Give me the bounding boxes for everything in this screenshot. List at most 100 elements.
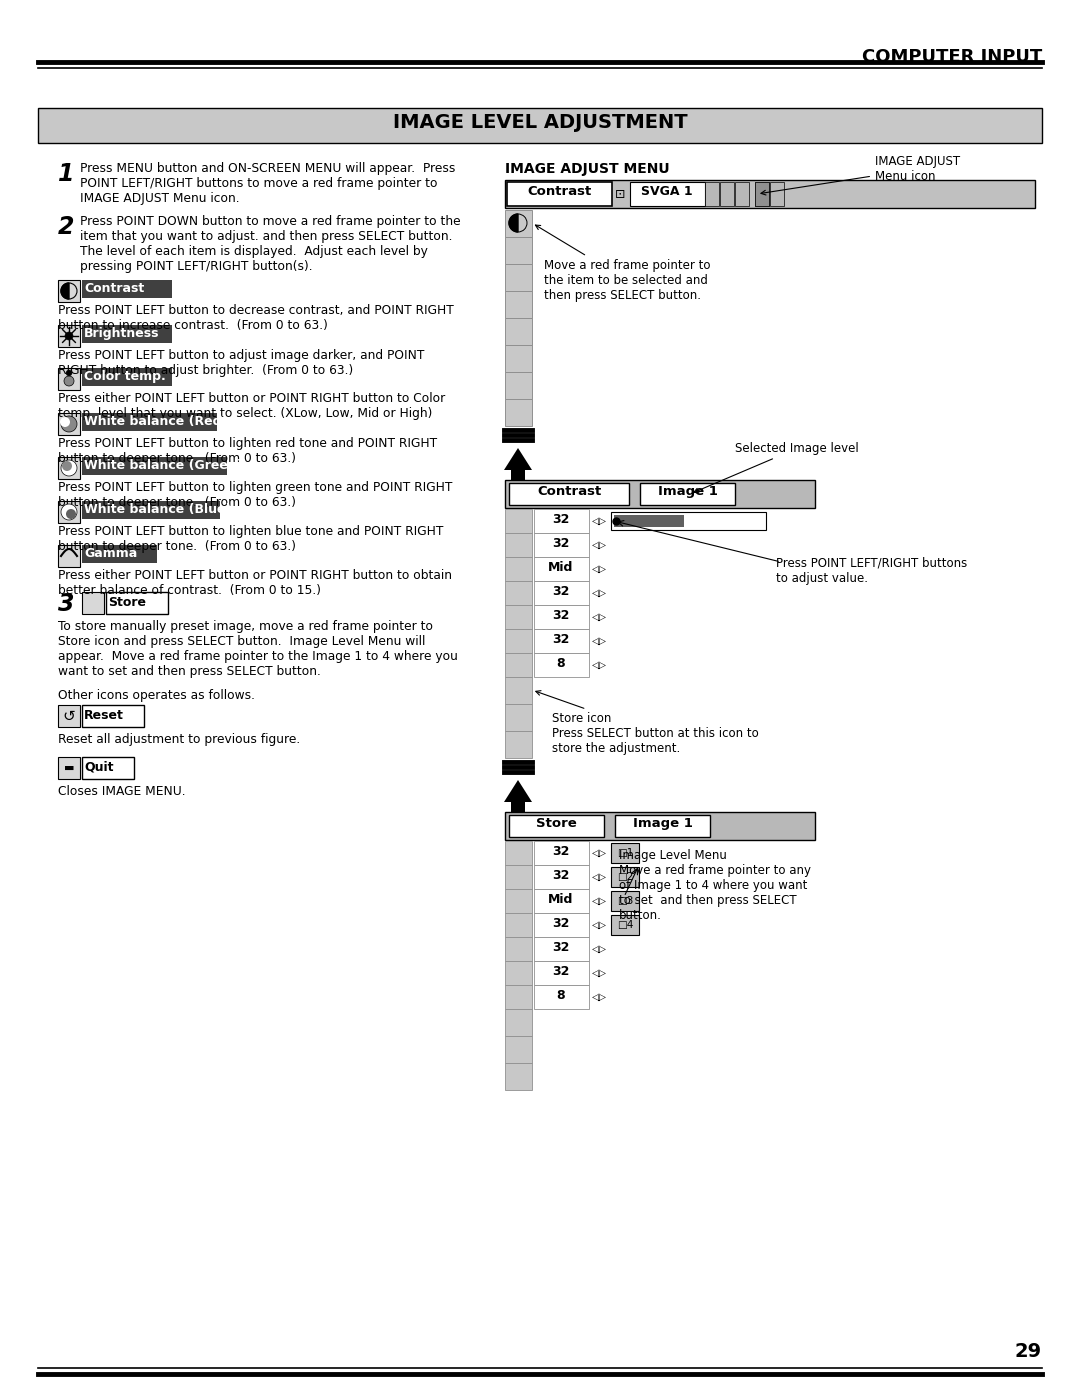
Circle shape <box>66 509 76 520</box>
Bar <box>58 757 80 780</box>
Text: ◁▷: ◁▷ <box>592 848 607 858</box>
Bar <box>630 182 705 205</box>
Bar <box>534 557 589 581</box>
Text: 29: 29 <box>1015 1343 1042 1361</box>
Text: Gamma: Gamma <box>84 548 137 560</box>
Bar <box>505 372 532 400</box>
Circle shape <box>60 416 77 432</box>
Text: □3: □3 <box>617 895 633 907</box>
Text: Image 1: Image 1 <box>658 485 718 497</box>
Bar <box>534 985 589 1009</box>
Bar <box>82 414 217 432</box>
Bar <box>505 237 532 264</box>
Text: 32: 32 <box>552 536 569 550</box>
Text: ◁▷: ◁▷ <box>592 564 607 574</box>
Bar <box>505 509 532 534</box>
Text: 1: 1 <box>58 162 75 186</box>
Bar <box>505 1009 532 1037</box>
Bar <box>505 937 532 961</box>
Text: Contrast: Contrast <box>527 184 591 198</box>
Text: 32: 32 <box>552 585 569 598</box>
Text: Mid: Mid <box>549 893 573 907</box>
Bar <box>82 545 157 563</box>
Bar <box>505 985 532 1009</box>
Bar <box>58 367 80 390</box>
Bar <box>534 841 589 865</box>
Bar <box>505 1037 532 1063</box>
Bar <box>505 678 532 704</box>
Text: IMAGE ADJUST MENU: IMAGE ADJUST MENU <box>505 162 670 176</box>
Bar <box>534 581 589 605</box>
Text: Press POINT LEFT button to lighten blue tone and POINT RIGHT
button to deeper to: Press POINT LEFT button to lighten blue … <box>58 525 444 553</box>
Bar <box>58 279 80 302</box>
Bar <box>735 182 750 205</box>
Bar <box>509 483 629 504</box>
Bar <box>705 182 719 205</box>
Bar <box>38 108 1042 142</box>
Text: ◁▷: ◁▷ <box>592 659 607 671</box>
Text: Quit: Quit <box>84 761 113 774</box>
Bar <box>505 629 532 652</box>
Polygon shape <box>509 214 518 232</box>
Bar <box>505 961 532 985</box>
Bar <box>505 291 532 319</box>
Text: ◁▷: ◁▷ <box>592 636 607 645</box>
Text: 32: 32 <box>552 869 569 882</box>
Text: COMPUTER INPUT: COMPUTER INPUT <box>862 47 1042 66</box>
Bar <box>82 457 227 475</box>
Text: SVGA 1: SVGA 1 <box>642 184 692 198</box>
Bar <box>720 182 734 205</box>
Bar <box>82 705 144 726</box>
Bar <box>534 652 589 678</box>
Polygon shape <box>504 780 532 802</box>
Bar <box>505 319 532 345</box>
Text: Contrast: Contrast <box>537 485 602 497</box>
Bar <box>505 534 532 557</box>
Bar <box>505 914 532 937</box>
Text: Reset all adjustment to previous figure.: Reset all adjustment to previous figure. <box>58 733 300 746</box>
Text: ▬: ▬ <box>64 763 75 773</box>
Text: Press either POINT LEFT button or POINT RIGHT button to Color
temp. level that y: Press either POINT LEFT button or POINT … <box>58 393 445 420</box>
Bar <box>58 326 80 346</box>
Bar <box>82 502 220 520</box>
Text: Press POINT LEFT button to adjust image darker, and POINT
RIGHT button to adjust: Press POINT LEFT button to adjust image … <box>58 349 424 377</box>
Bar <box>534 534 589 557</box>
Bar <box>82 326 172 344</box>
Bar <box>615 515 684 527</box>
Bar <box>58 705 80 726</box>
Text: Store icon
Press SELECT button at this icon to
store the adjustment.: Store icon Press SELECT button at this i… <box>536 690 759 754</box>
Bar <box>505 481 815 509</box>
Text: To store manually preset image, move a red frame pointer to
Store icon and press: To store manually preset image, move a r… <box>58 620 458 678</box>
Text: Color temp.: Color temp. <box>84 370 165 383</box>
Bar <box>505 812 815 840</box>
Bar <box>505 180 1035 208</box>
Bar <box>106 592 168 615</box>
Bar <box>611 511 766 529</box>
Bar <box>640 483 735 504</box>
Bar <box>58 502 80 522</box>
Text: ◁▷: ◁▷ <box>592 992 607 1002</box>
Bar <box>534 605 589 629</box>
Text: White balance (Green): White balance (Green) <box>84 460 243 472</box>
Text: ◁▷: ◁▷ <box>592 944 607 954</box>
Bar <box>534 937 589 961</box>
Circle shape <box>66 370 72 376</box>
Text: 32: 32 <box>552 965 569 978</box>
Bar <box>511 469 525 483</box>
Text: ◁▷: ◁▷ <box>592 588 607 598</box>
Text: 3: 3 <box>58 592 75 616</box>
Bar <box>509 814 604 837</box>
Bar <box>82 592 104 615</box>
Text: Store: Store <box>536 817 577 830</box>
Text: ◁▷: ◁▷ <box>592 895 607 907</box>
Text: ◁▷: ◁▷ <box>592 541 607 550</box>
Bar <box>505 581 532 605</box>
Text: Store: Store <box>108 597 146 609</box>
Bar <box>611 842 639 863</box>
Circle shape <box>60 460 77 476</box>
Text: Press POINT LEFT/RIGHT buttons
to adjust value.: Press POINT LEFT/RIGHT buttons to adjust… <box>777 557 968 585</box>
Text: ◁▷: ◁▷ <box>592 968 607 978</box>
Text: Press POINT LEFT button to decrease contrast, and POINT RIGHT
button to increase: Press POINT LEFT button to decrease cont… <box>58 305 454 332</box>
Bar <box>505 888 532 914</box>
Bar <box>770 182 784 205</box>
